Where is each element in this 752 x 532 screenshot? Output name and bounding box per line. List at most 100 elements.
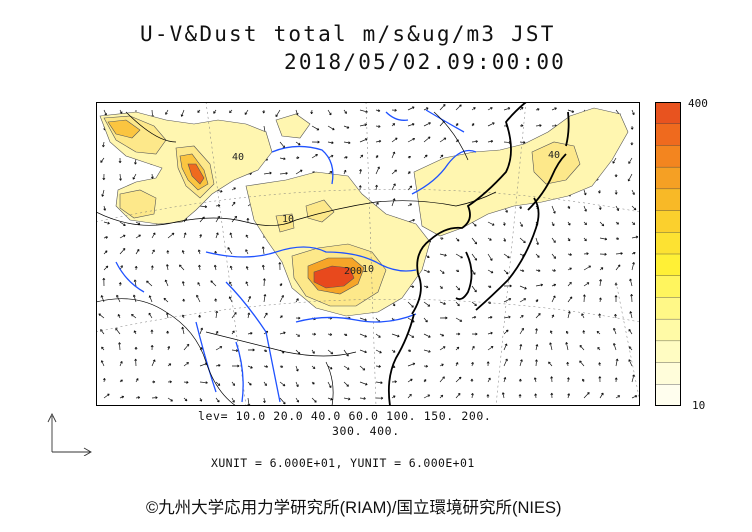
plume-northeast-low [413,107,629,237]
wind-vector [359,381,368,386]
contour-label: 40 [232,152,244,163]
colorbar-cell [655,102,681,125]
wind-vector [132,294,137,303]
wind-vector [631,251,636,255]
wind-vector [100,329,105,335]
wind-vector [263,171,272,175]
wind-vector [215,346,223,351]
wind-vector [407,333,415,338]
wind-vector [295,381,299,388]
wind-vector [182,298,186,303]
wind-vector [535,108,540,111]
colorbar-min-label: 10 [692,399,706,412]
wind-vector [295,169,303,175]
wind-vector [519,237,526,244]
wind-vector [535,328,538,335]
wind-vector [550,392,554,399]
wind-vector [279,397,286,405]
wind-vector [519,269,525,273]
plume-central-peak [313,265,355,289]
wind-vector [263,365,269,368]
wind-vector [581,313,585,319]
wind-vector [375,184,378,191]
wind-vector [214,250,218,255]
wind-vector [407,362,416,367]
wind-vector [423,379,427,383]
wind-vector [599,237,608,241]
wind-vector [197,109,201,113]
wind-vector [215,330,219,335]
wind-vector [487,331,493,335]
wind-vector [567,205,571,209]
wind-vector [231,215,238,223]
wind-vector [439,301,446,305]
wind-vector [391,380,397,384]
wind-vector [98,313,105,319]
wind-vector [518,378,522,383]
wind-vector [391,151,396,159]
wind-vector [439,236,444,240]
wind-vector [534,393,538,399]
wind-vector [583,189,587,196]
wind-vector [327,333,333,336]
wind-vector [471,123,475,127]
wind-vector [533,377,537,383]
wind-vector [582,294,586,303]
wind-vector [261,264,265,271]
wind-vector [583,221,587,226]
wind-vector [519,327,524,335]
levels-line-2: 300. 400. [332,424,400,438]
wind-vector [471,269,476,275]
wind-vector [359,169,362,175]
wind-vector [118,157,122,164]
wind-vector [615,264,621,271]
wind-vector [181,250,185,255]
wind-vector [471,332,478,336]
wind-vector [439,394,444,399]
wind-vector [407,171,411,175]
wind-vector [279,283,283,287]
wind-vector [628,157,633,164]
wind-vector [150,329,154,335]
wind-vector [503,284,512,288]
wind-vector [166,250,170,255]
wind-vector [263,294,267,303]
wind-vector [295,298,299,303]
wind-vector [151,232,156,239]
wind-vector [391,395,396,399]
wind-vector [311,154,318,159]
wind-vector [631,262,635,271]
wind-vector [196,294,201,303]
wind-vector [423,394,431,399]
wind-vector [231,330,235,335]
wind-vector [439,363,444,367]
wind-vector [327,141,334,145]
wind-vector [358,185,362,191]
wind-vector [455,285,461,291]
wind-vector [598,313,602,319]
map-timestamp: 2018/05/02.09:00:00 [284,50,567,74]
wind-vector [135,378,139,383]
wind-vector [391,137,398,143]
wind-vector [519,285,527,290]
wind-vector [615,395,621,399]
wind-vector [551,107,557,111]
wind-vector [518,394,522,399]
wind-vector [310,109,314,115]
wind-vector [471,140,478,143]
wind-vector [102,277,106,287]
wind-vector [615,205,620,212]
wind-vector [551,314,555,319]
wind-vector [503,329,509,335]
wind-vector [551,237,556,243]
wind-vector [550,376,554,383]
wind-vector [599,221,605,227]
wind-vector [311,365,316,370]
wind-vector [471,361,474,367]
wind-vector [245,266,249,271]
wind-vector [229,109,233,114]
wind-vector [163,297,169,303]
wind-vector [100,360,105,367]
wind-vector [245,281,249,287]
wind-vector [227,247,233,255]
